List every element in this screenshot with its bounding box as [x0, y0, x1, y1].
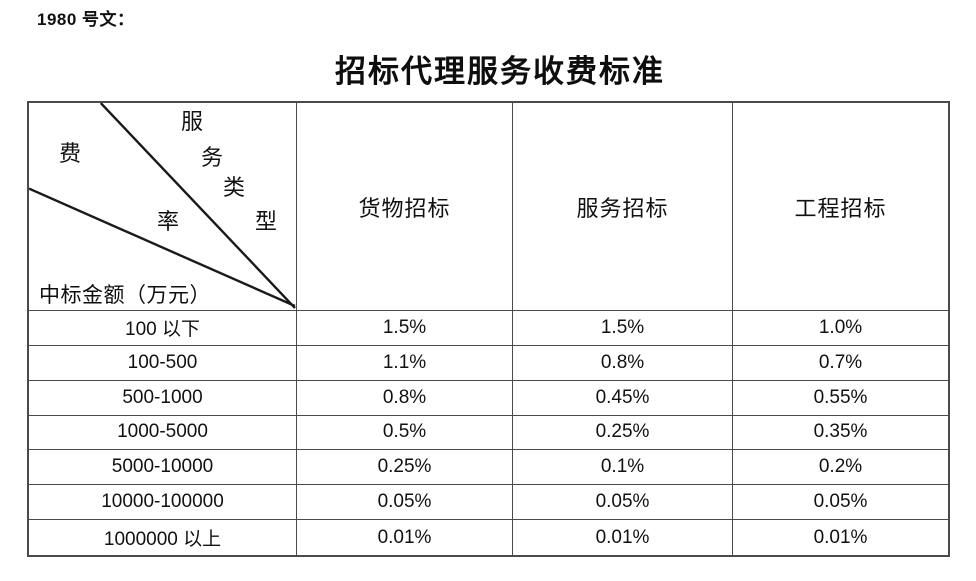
page-title: 招标代理服务收费标准: [335, 54, 665, 89]
engineering-rate-cell: 0.55%: [733, 381, 948, 416]
doc-ref: 1980 号文：: [37, 10, 135, 29]
col-header-engineering: 工程招标: [733, 103, 948, 311]
amount-cell: 100 以下: [29, 311, 297, 346]
services-rate-cell: 0.01%: [513, 520, 733, 555]
engineering-rate-cell: 1.0%: [733, 311, 948, 346]
corner-col-axis-char: 类: [223, 175, 246, 200]
corner-col-axis-char: 务: [201, 145, 224, 170]
services-rate-cell: 0.1%: [513, 450, 733, 486]
corner-fee-rate-char: 费: [59, 141, 82, 166]
goods-rate-cell: 0.01%: [297, 520, 513, 555]
goods-rate-cell: 0.05%: [297, 485, 513, 521]
services-rate-cell: 0.05%: [513, 485, 733, 521]
services-rate-cell: 1.5%: [513, 311, 733, 346]
engineering-rate-cell: 0.05%: [733, 485, 948, 521]
goods-rate-cell: 0.25%: [297, 450, 513, 486]
amount-cell: 5000-10000: [29, 450, 297, 486]
corner-fee-rate-char: 率: [157, 209, 180, 234]
amount-cell: 1000000 以上: [29, 520, 297, 555]
engineering-rate-cell: 0.35%: [733, 416, 948, 451]
goods-rate-cell: 0.8%: [297, 380, 513, 416]
amount-cell: 10000-100000: [29, 485, 297, 521]
amount-cell: 100-500: [29, 345, 297, 381]
goods-rate-cell: 1.1%: [297, 345, 513, 381]
engineering-rate-cell: 0.2%: [733, 450, 948, 486]
fee-standard-table: 服 务 类 型 费 率 中标金额（万元） 货物招标 服务招标 工程招标 100 …: [27, 101, 950, 557]
goods-rate-cell: 0.5%: [297, 415, 513, 451]
amount-cell: 500-1000: [29, 380, 297, 416]
services-rate-cell: 0.45%: [513, 380, 733, 416]
col-header-services: 服务招标: [513, 103, 733, 311]
corner-col-axis-char: 型: [255, 209, 278, 234]
engineering-rate-cell: 0.01%: [813, 526, 868, 548]
col-header-goods: 货物招标: [297, 103, 513, 311]
amount-cell: 1000-5000: [29, 415, 297, 451]
services-rate-cell: 0.8%: [513, 345, 733, 381]
goods-rate-cell: 1.5%: [297, 311, 513, 346]
corner-col-axis-char: 服: [181, 109, 204, 134]
engineering-rate-cell: 0.7%: [733, 346, 948, 381]
row-axis-label: 中标金额（万元）: [39, 283, 211, 307]
diagonal-divider-lines: [29, 103, 296, 309]
table-corner-cell: 服 务 类 型 费 率 中标金额（万元）: [29, 103, 297, 311]
services-rate-cell: 0.25%: [513, 415, 733, 451]
